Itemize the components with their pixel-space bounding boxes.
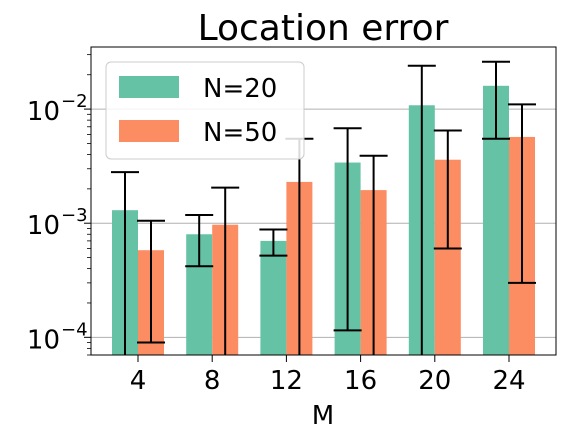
legend-swatch bbox=[119, 120, 179, 142]
error-bars-group bbox=[111, 60, 536, 355]
y-tick-label: 10 bbox=[27, 97, 60, 127]
y-tick-label: 10 bbox=[27, 325, 60, 355]
bar-n20-m12 bbox=[260, 240, 287, 355]
legend-label: N=50 bbox=[203, 118, 277, 148]
plot-frame bbox=[90, 46, 557, 356]
x-tick-label: 8 bbox=[204, 366, 221, 396]
y-tick-exponent: −4 bbox=[61, 319, 88, 340]
y-axis: 10−410−310−2 bbox=[27, 54, 91, 356]
x-axis: 4 8 12 16 20 24 bbox=[130, 355, 526, 396]
legend-label: N=20 bbox=[203, 74, 277, 104]
legend: N=20 N=50 bbox=[105, 61, 305, 160]
y-tick-exponent: −2 bbox=[61, 91, 88, 112]
y-tick-label: 10 bbox=[27, 211, 60, 241]
x-axis-label: M bbox=[312, 401, 334, 431]
x-tick-label: 24 bbox=[492, 366, 525, 396]
x-tick-label: 16 bbox=[344, 366, 377, 396]
y-tick-exponent: −3 bbox=[61, 205, 88, 226]
legend-swatch bbox=[119, 76, 179, 98]
x-tick-label: 20 bbox=[418, 366, 451, 396]
x-tick-label: 4 bbox=[130, 366, 147, 396]
x-tick-label: 12 bbox=[270, 366, 303, 396]
chart-title: Location error bbox=[198, 8, 449, 49]
